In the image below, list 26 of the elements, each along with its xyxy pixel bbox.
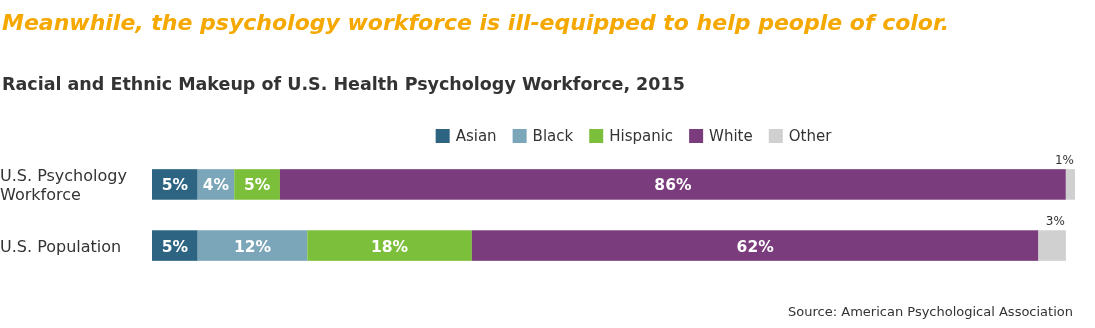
data-label: 5% bbox=[161, 237, 189, 256]
legend-label: Hispanic bbox=[609, 127, 674, 145]
legend-label: Black bbox=[532, 127, 574, 145]
data-label: 3% bbox=[1045, 214, 1065, 229]
data-label: 86% bbox=[654, 176, 692, 195]
data-label: 5% bbox=[243, 176, 271, 195]
data-label: 5% bbox=[161, 176, 189, 195]
chart-title: Meanwhile, the psychology workforce is ill-equipped to help people of color. bbox=[2, 10, 950, 35]
bar bbox=[1038, 230, 1066, 261]
chart-subtitle: Racial and Ethnic Makeup of U.S. Health Psychology Workforce, 2015 bbox=[2, 74, 685, 94]
data-label: 18% bbox=[371, 237, 409, 256]
legend-label: White bbox=[709, 127, 753, 145]
data-label: 1% bbox=[1054, 153, 1074, 168]
y-tick-label: U.S. Population bbox=[0, 236, 122, 256]
bar bbox=[1065, 169, 1075, 200]
y-tick-label: U.S. Psychology Workforce bbox=[0, 165, 127, 204]
source-note: Source: American Psychological Association bbox=[788, 304, 1073, 319]
bar bbox=[197, 230, 308, 261]
data-label: 12% bbox=[233, 237, 272, 256]
data-label: 62% bbox=[736, 237, 775, 256]
bar bbox=[279, 169, 1066, 200]
bar bbox=[471, 230, 1039, 261]
legend-label: Other bbox=[788, 127, 833, 145]
legend-label: Asian bbox=[455, 127, 497, 145]
bar bbox=[307, 230, 472, 261]
data-label: 4% bbox=[202, 176, 230, 195]
